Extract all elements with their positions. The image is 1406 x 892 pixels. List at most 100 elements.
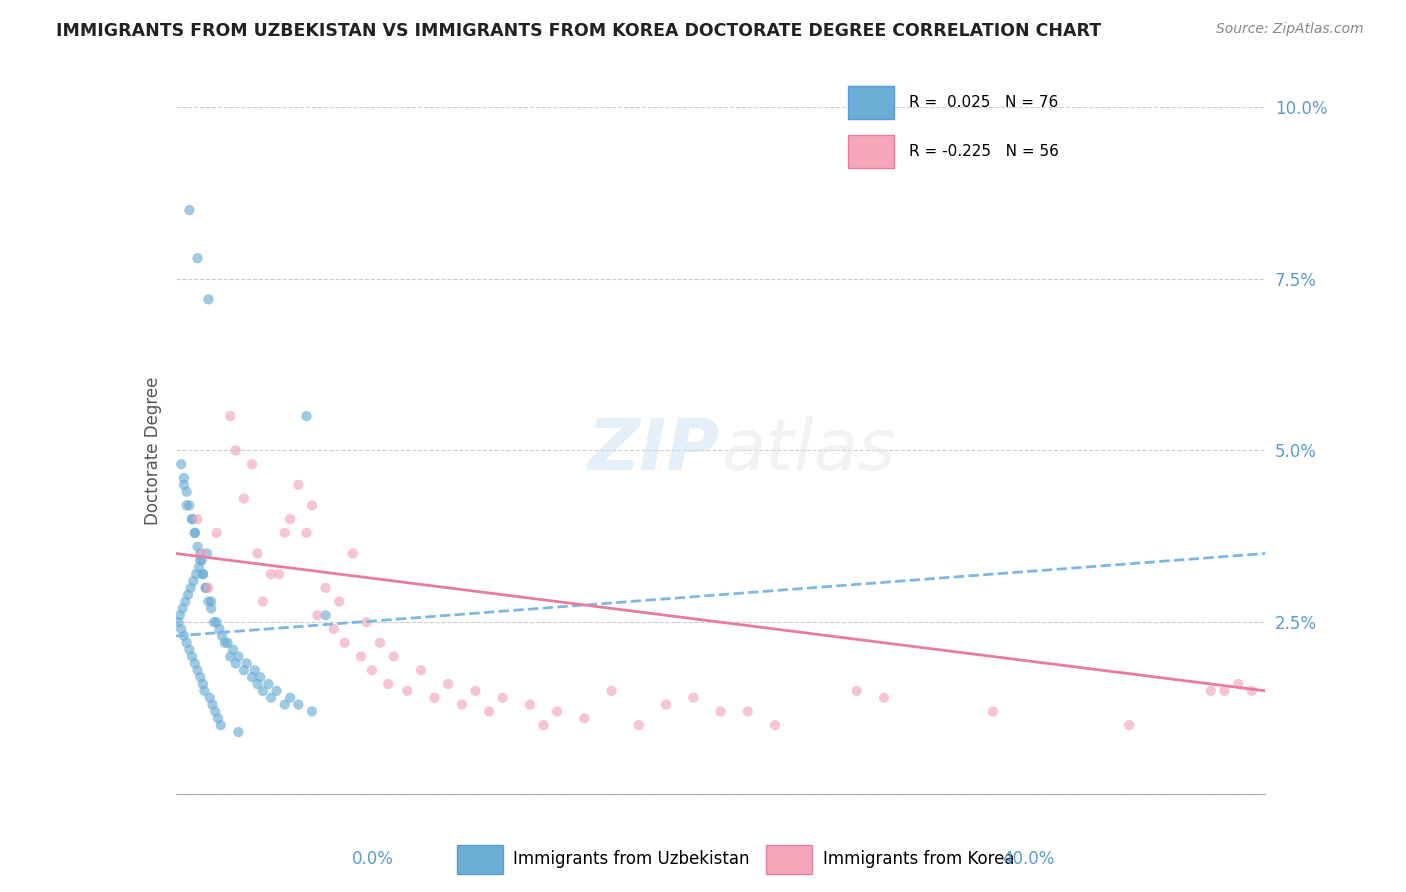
Point	[396, 683, 419, 698]
Point	[246, 677, 269, 691]
Point	[249, 670, 271, 684]
Point	[209, 718, 232, 732]
Point	[183, 574, 205, 588]
Point	[187, 560, 209, 574]
Point	[252, 594, 274, 608]
Point	[188, 546, 211, 561]
Point	[176, 484, 198, 499]
Point	[574, 711, 596, 725]
Point	[266, 683, 288, 698]
Point	[232, 663, 254, 677]
Point	[260, 690, 283, 705]
Point	[315, 608, 337, 623]
Point	[274, 698, 297, 712]
Point	[176, 636, 198, 650]
Point	[208, 622, 231, 636]
Point	[1227, 677, 1250, 691]
Point	[222, 642, 245, 657]
Point	[181, 512, 204, 526]
Point	[184, 525, 207, 540]
Text: R = -0.225   N = 56: R = -0.225 N = 56	[908, 145, 1059, 160]
FancyBboxPatch shape	[457, 845, 503, 874]
Point	[198, 690, 221, 705]
Point	[423, 690, 446, 705]
Point	[356, 615, 378, 630]
Point	[179, 499, 201, 513]
Point	[176, 499, 198, 513]
Point	[191, 567, 214, 582]
Point	[225, 657, 247, 671]
Text: atlas: atlas	[721, 416, 896, 485]
Text: ZIP: ZIP	[588, 416, 721, 485]
Point	[190, 553, 212, 567]
Point	[173, 629, 195, 643]
Text: 0.0%: 0.0%	[352, 849, 394, 868]
Point	[368, 636, 391, 650]
Point	[278, 512, 301, 526]
Point	[188, 553, 211, 567]
Point	[172, 601, 194, 615]
Point	[184, 525, 207, 540]
Point	[873, 690, 896, 705]
Text: IMMIGRANTS FROM UZBEKISTAN VS IMMIGRANTS FROM KOREA DOCTORATE DEGREE CORRELATION: IMMIGRANTS FROM UZBEKISTAN VS IMMIGRANTS…	[56, 22, 1101, 40]
Point	[478, 705, 501, 719]
Point	[437, 677, 460, 691]
Point	[328, 594, 350, 608]
Point	[188, 670, 211, 684]
Point	[246, 546, 269, 561]
Point	[377, 677, 399, 691]
Point	[202, 615, 225, 630]
Point	[219, 649, 242, 664]
Point	[173, 471, 195, 485]
Point	[361, 663, 384, 677]
Point	[492, 690, 515, 705]
Point	[287, 478, 309, 492]
Point	[181, 649, 204, 664]
Point	[533, 718, 555, 732]
Point	[194, 581, 217, 595]
Point	[737, 705, 759, 719]
Point	[763, 718, 786, 732]
Point	[409, 663, 432, 677]
Point	[342, 546, 364, 561]
Point	[350, 649, 373, 664]
Point	[322, 622, 344, 636]
Point	[205, 525, 228, 540]
Point	[184, 657, 207, 671]
Point	[170, 457, 193, 471]
Point	[450, 698, 472, 712]
Point	[219, 409, 242, 423]
Point	[278, 690, 301, 705]
Point	[240, 670, 263, 684]
Point	[287, 698, 309, 712]
Point	[225, 443, 247, 458]
Point	[464, 683, 486, 698]
Text: Immigrants from Uzbekistan: Immigrants from Uzbekistan	[513, 849, 749, 868]
Point	[243, 663, 266, 677]
Point	[682, 690, 704, 705]
Point	[211, 629, 233, 643]
Point	[200, 601, 222, 615]
Point	[240, 457, 263, 471]
FancyBboxPatch shape	[848, 87, 894, 119]
Point	[274, 525, 297, 540]
Point	[981, 705, 1004, 719]
Point	[197, 594, 219, 608]
Point	[169, 608, 191, 623]
Point	[194, 581, 217, 595]
Point	[191, 677, 214, 691]
Point	[1240, 683, 1263, 698]
Point	[1118, 718, 1140, 732]
Point	[191, 546, 214, 561]
Point	[179, 642, 201, 657]
Text: Source: ZipAtlas.com: Source: ZipAtlas.com	[1216, 22, 1364, 37]
Point	[191, 567, 214, 582]
Point	[1199, 683, 1222, 698]
Point	[315, 581, 337, 595]
Point	[186, 567, 208, 582]
Text: R =  0.025   N = 76: R = 0.025 N = 76	[908, 95, 1057, 110]
Point	[179, 202, 201, 217]
Point	[167, 615, 190, 630]
FancyBboxPatch shape	[766, 845, 813, 874]
Point	[205, 615, 228, 630]
